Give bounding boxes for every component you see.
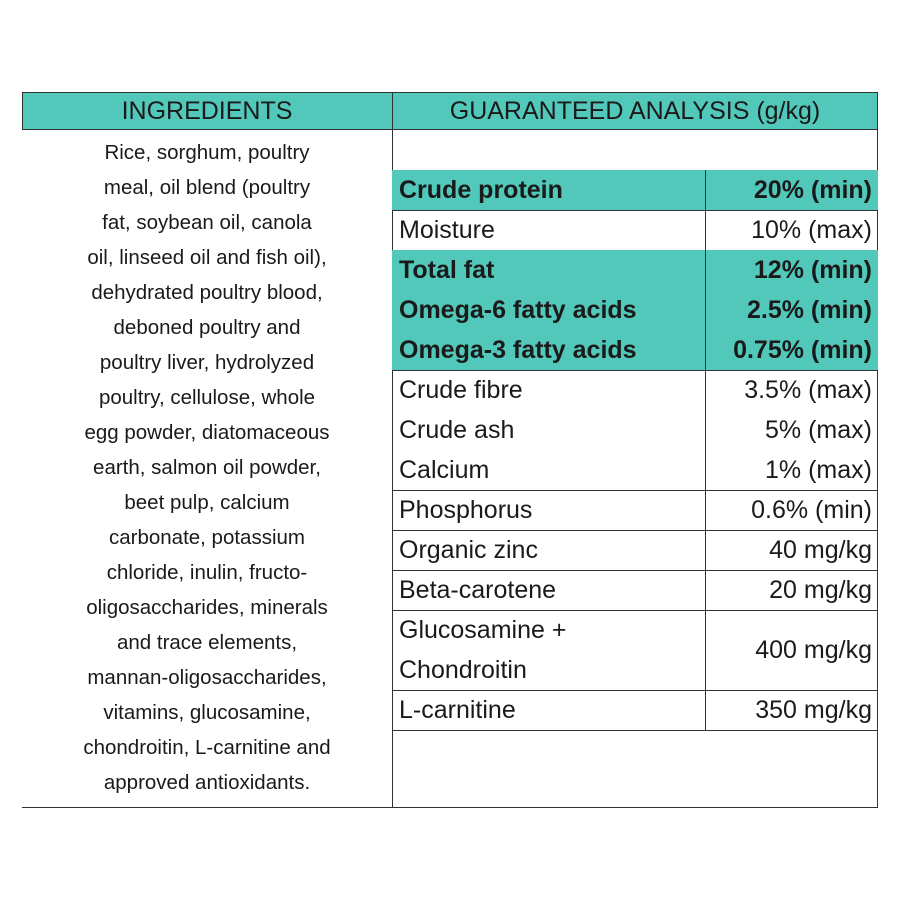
nutrient-name: Crude ash [399,416,515,444]
nutrient-value: 40 mg/kg [769,535,872,564]
ingredient-line: dehydrated poultry blood, [91,281,323,304]
ingredient-line: vitamins, glucosamine, [103,701,311,724]
bottom-border [22,807,878,808]
right-border [877,130,878,808]
header-row [22,92,878,130]
ingredient-line: chondroitin, L-carnitine and [83,736,331,759]
ingredient-line: approved antioxidants. [103,771,311,794]
highlight [392,250,878,370]
nutrient-name: Moisture [399,216,495,244]
nutrient-name: Chondroitin [399,656,527,684]
ingredient-line: oligosaccharides, minerals [86,596,328,619]
nutrient-name: Crude fibre [399,376,523,404]
nutrient-name: Total fat [399,256,495,284]
nutrient-value: 1% (max) [765,455,872,484]
ingredient-line: poultry, cellulose, whole [98,386,316,409]
row-line [392,370,878,371]
ingredient-line: mannan-oligosaccharides, [87,666,327,689]
nutrient-value: 20% (min) [753,175,872,204]
nutrient-value: 3.5% (max) [744,375,872,404]
ingredients-header: INGREDIENTS [121,97,293,125]
column-divider [392,92,393,808]
nutrient-name: Organic zinc [399,536,538,564]
ingredient-line: fat, soybean oil, canola [102,211,312,234]
nutrient-value: 400 mg/kg [755,635,872,664]
nutrient-value: 0.75% (min) [733,335,872,364]
nutrient-name: Glucosamine + [399,616,567,644]
nutrient-name: Crude protein [399,176,563,204]
nutrient-value: 5% (max) [765,415,872,444]
row-line [392,210,878,211]
value-divider [705,210,706,250]
ingredient-line: deboned poultry and [113,316,301,339]
nutrient-name: Omega-3 fatty acids [399,336,637,364]
value-divider [705,570,706,610]
nutrient-value: 350 mg/kg [755,695,872,724]
row-line [392,690,878,691]
ingredient-line: poultry liver, hydrolyzed [99,351,315,374]
ingredient-line: earth, salmon oil powder, [93,456,321,479]
nutrient-name: Phosphorus [399,496,533,524]
ingredient-line: and trace elements, [116,631,298,654]
value-divider [705,490,706,530]
value-divider [705,170,706,210]
row-line [392,570,878,571]
nutrient-name: Omega-6 fatty acids [399,296,637,324]
ingredient-line: carbonate, potassium [108,526,305,549]
value-divider [705,690,706,730]
row-line [392,490,878,491]
value-divider [705,250,706,370]
value-divider [705,610,706,690]
nutrient-value: 20 mg/kg [769,575,872,604]
highlight [392,170,878,210]
nutrient-name: L-carnitine [399,696,516,724]
row-line [392,610,878,611]
ingredient-line: Rice, sorghum, poultry [104,141,310,164]
row-line [392,730,878,731]
nutrient-value: 10% (max) [751,215,872,244]
analysis-header: GUARANTEED ANALYSIS (g/kg) [449,97,821,125]
row-line [392,530,878,531]
nutrient-value: 0.6% (min) [751,495,872,524]
nutrient-value: 12% (min) [753,255,872,284]
nutrient-name: Beta-carotene [399,576,557,604]
value-divider [705,370,706,490]
ingredient-line: beet pulp, calcium [124,491,290,514]
value-divider [705,530,706,570]
ingredient-line: egg powder, diatomaceous [84,421,330,444]
nutrient-value: 2.5% (min) [746,295,872,324]
ingredient-line: oil, linseed oil and fish oil), [87,246,327,269]
ingredient-line: chloride, inulin, fructo- [106,561,308,584]
ingredient-line: meal, oil blend (poultry [103,176,311,199]
nutrient-name: Calcium [399,456,490,484]
